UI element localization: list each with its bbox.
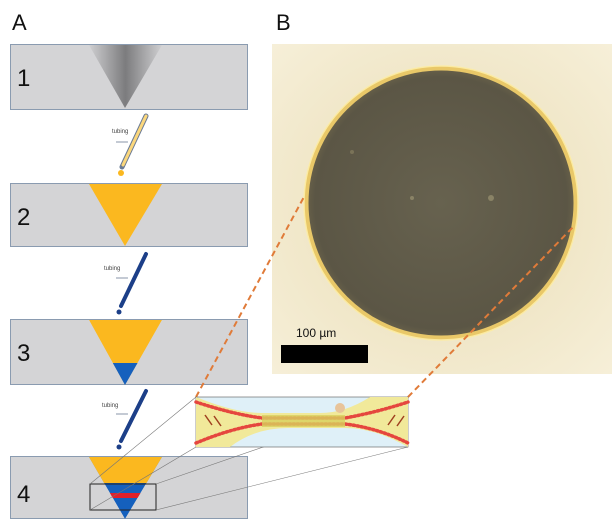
panel-label-b: B: [276, 10, 291, 35]
tubing-2: [116, 252, 148, 315]
zoom-box: [89, 483, 157, 511]
step-2-number: 2: [17, 204, 31, 231]
bilayer-inset: [194, 396, 410, 448]
tubing-1: [116, 113, 149, 176]
droplet-disc: [303, 65, 579, 341]
oil-filled-cone: [89, 184, 162, 246]
tubing-3-label: tubing: [102, 403, 119, 409]
scale-bar: [281, 345, 368, 363]
tubing-1-label: tubing: [112, 129, 129, 135]
micrograph-image: [272, 44, 612, 374]
leader-right: [407, 224, 576, 398]
step-1-number: 1: [17, 65, 31, 92]
oil-aqueous-cone: [89, 320, 162, 385]
panel-label-a: A: [12, 10, 27, 35]
scale-bar-label: 100 µm: [296, 326, 337, 340]
leader-left: [195, 194, 306, 398]
tubing-2-label: tubing: [104, 266, 121, 272]
step-3-number: 3: [17, 340, 31, 367]
empty-cone: [89, 45, 162, 108]
tubing-3: [116, 389, 148, 450]
micrograph: [272, 44, 612, 374]
step-4-number: 4: [17, 481, 31, 508]
